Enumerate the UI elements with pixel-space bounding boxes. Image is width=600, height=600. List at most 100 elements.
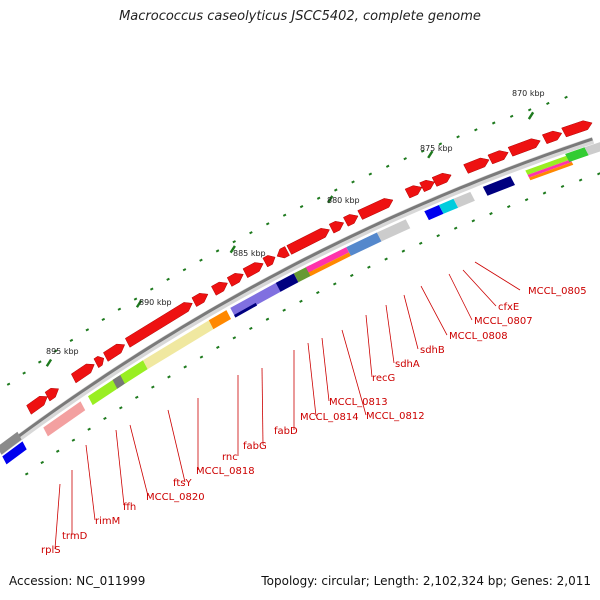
cog-block [584,142,600,156]
major-tick [45,358,53,367]
gene-arrow [276,246,290,259]
gene-arrow [431,172,452,187]
topology-text: Topology: circular; Length: 2,102,324 bp… [261,574,591,588]
inner-tick [183,365,187,369]
cog-block [525,155,571,175]
gene-arrow [211,281,228,296]
gene-label: MCCL_0807 [474,316,533,327]
gene-arrow [70,363,95,384]
minor-tick [215,249,220,253]
minor-tick [101,317,106,321]
inner-tick [350,273,354,278]
backbone-inner [0,137,593,452]
cog-block [424,205,444,221]
major-tick [427,150,434,159]
inner-tick [560,184,565,189]
label-leader [167,409,186,483]
accession-text: Accession: NC_011999 [9,574,146,588]
major-tick [527,111,535,120]
cog-block [305,247,349,273]
ruler-label: 895 kbp [46,347,79,356]
inner-tick [384,257,388,261]
gene-arrow [242,262,264,279]
cog-block [143,318,218,370]
gene-label: ftsY [173,478,192,489]
inner-tick [542,191,547,195]
gene-arrow [328,221,345,234]
inner-tick [418,241,423,245]
minor-tick [249,231,253,235]
minor-tick [368,172,373,176]
gene-arrow [419,179,435,193]
gene-label: MCCL_0813 [329,397,388,408]
gene-arrow [191,293,209,307]
minor-tick [491,121,496,125]
inner-tick [265,317,270,321]
cog-block [0,431,22,455]
gene-track [26,120,593,415]
gene-label: recG [372,373,395,384]
inner-tick [151,385,155,389]
inner-tick [55,449,60,453]
minor-tick [299,205,304,209]
inner-tick [103,416,107,421]
minor-tick [438,142,443,146]
inner-tick [578,178,583,182]
minor-tick [232,240,236,244]
minor-tick [6,382,11,386]
gene-arrow [487,150,509,165]
label-leader [115,429,125,506]
gene-label: ffh [123,502,136,513]
minor-tick [474,128,478,132]
gene-label: cfxE [498,302,519,313]
gene-arrow [541,130,563,145]
minor-tick [133,297,138,301]
cog-block [234,302,258,318]
minor-tick [564,95,568,99]
gene-arrow [26,396,48,415]
inner-tick [401,249,406,253]
minor-tick [22,371,26,375]
label-leader [261,367,264,446]
gene-arrow [93,356,105,369]
gene-arrow [357,198,394,220]
label-leader [365,314,373,378]
cog-block [482,176,515,196]
inner-tick [299,299,303,303]
label-leader [420,285,448,336]
label-leader [385,304,395,364]
gene-arrow [44,388,59,402]
gene-label: rimM [95,516,120,527]
gene-arrow [404,185,423,199]
major-tick [327,195,334,204]
minor-tick [85,328,90,332]
cog-block [346,232,382,256]
inner-tick [199,355,204,359]
gene-arrow [561,120,593,138]
gene-arrow [262,255,276,268]
minor-tick [403,157,407,161]
ruler-ticks [6,95,568,386]
minor-tick [38,360,42,364]
gene-label: rplS [41,545,61,556]
inner-tick [24,472,29,476]
gene-arrow [343,214,359,227]
minor-tick [117,307,122,311]
minor-tick [456,135,460,139]
inner-tick [167,375,171,379]
cog-block [43,401,86,437]
inner-tick [119,406,123,410]
label-leader [341,329,367,416]
label-leaders [54,261,521,550]
gene-label: MCCL_0818 [196,466,255,477]
inner-tick [40,460,45,465]
inner-tick [232,336,237,340]
map-title: Macrococcus caseolyticus JSCC5402, compl… [119,9,481,24]
inner-tick [332,282,337,286]
cog-block [88,376,123,406]
inner-tick [316,290,320,295]
gene-label: trmD [62,531,88,542]
label-leader [129,424,149,497]
minor-tick [351,180,355,184]
minor-tick [527,108,532,112]
